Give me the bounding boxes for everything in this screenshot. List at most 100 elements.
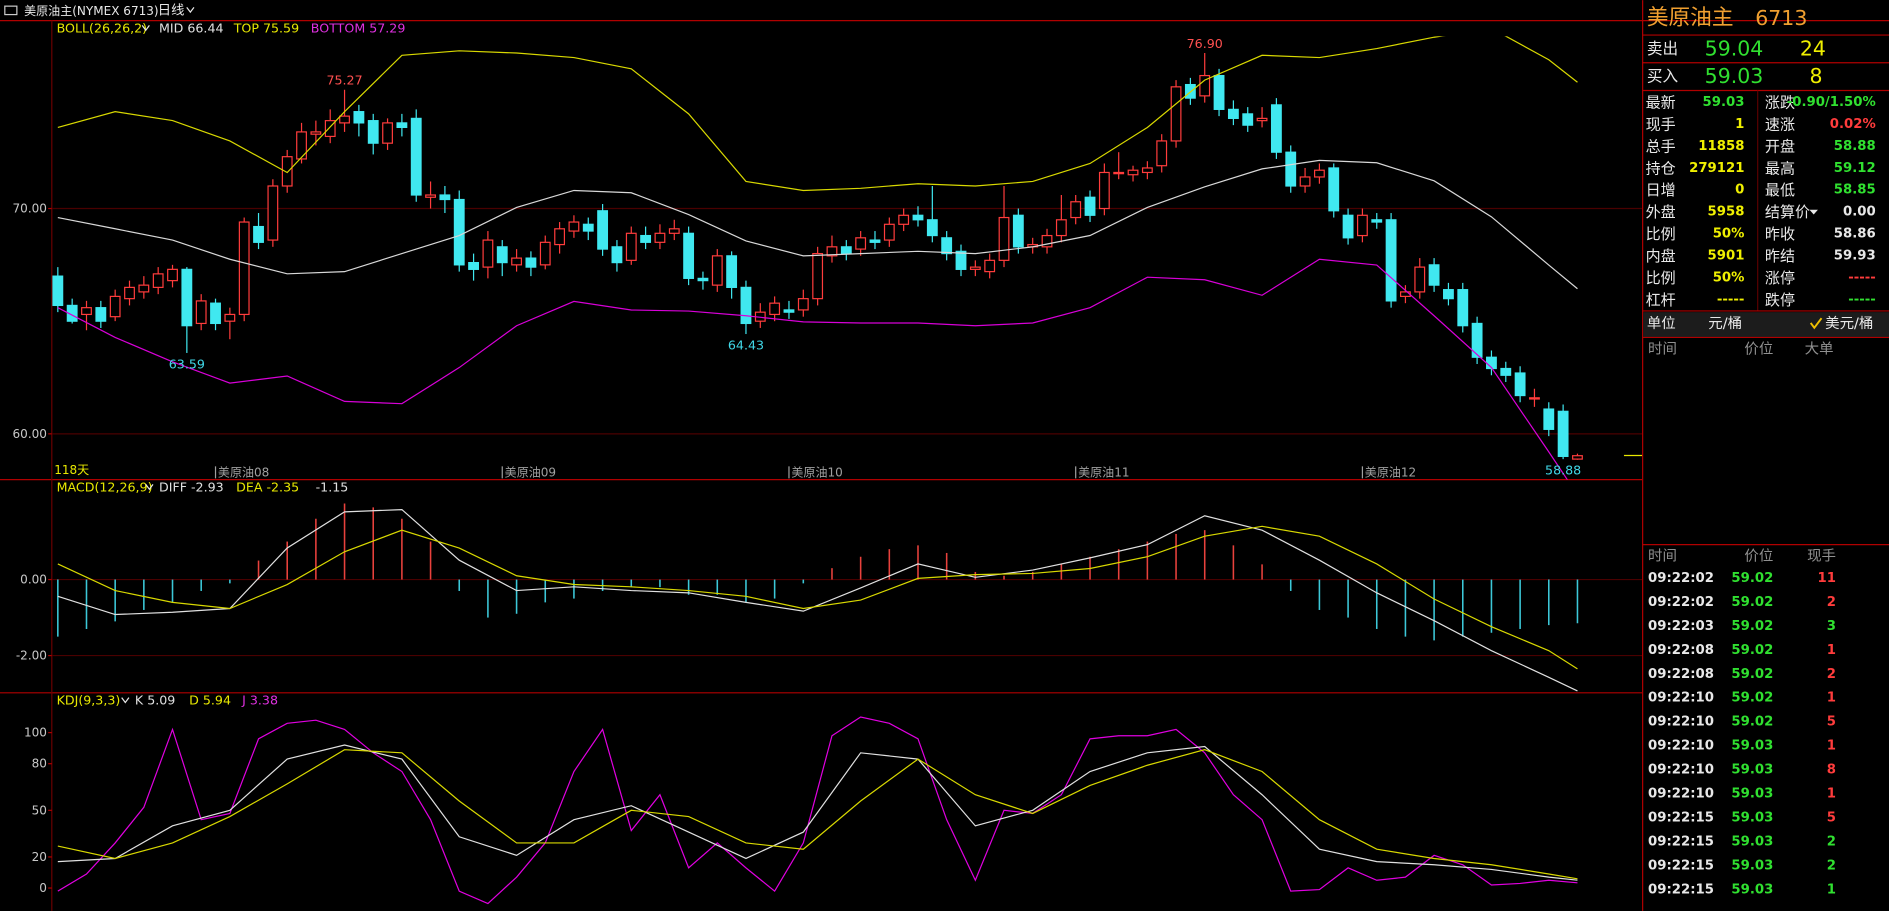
candle-body [1070,201,1082,219]
candle-body [52,275,64,307]
stat-value: 0.02% [1830,117,1876,132]
column-header: 价位 [1744,548,1773,565]
indicator-chevron [141,25,150,32]
extreme-label: 58.88 [1545,462,1581,477]
stat-value: ----- [1717,292,1745,307]
candle-body [812,252,824,300]
unit-option[interactable]: 美元/桶 [1825,315,1873,332]
period-selector[interactable]: 日线 [158,2,185,18]
trade-time: 09:22:02 [1648,571,1714,586]
candle-body [1113,171,1125,175]
candle-body [511,257,523,266]
trade-volume: 5 [1827,811,1836,826]
y-tick-label: 50 [32,803,47,817]
x-tick-label: 美原油11 [1078,465,1129,479]
candle-body [1328,167,1340,212]
indicator-panel: 0.00 -2.00 MACD(12,26,9) DIFF -2.93 DEA -2.3… [16,479,1643,692]
extreme-label: 63.59 [169,356,205,371]
candle-body [539,241,551,266]
candle-body [697,277,709,282]
candle-body [453,198,465,266]
candle-body [855,237,867,250]
candle-body [281,156,293,187]
candle-body [1385,219,1397,302]
stat-label: 昨结 [1765,247,1795,265]
trade-volume: 5 [1827,715,1836,730]
candle-body [1227,108,1239,119]
candle-body [482,239,494,268]
trade-volume: 1 [1827,883,1836,898]
candle-body [668,228,680,234]
candle-body [654,232,666,243]
y-tick-label: -2.00 [16,649,47,663]
candle-body [1141,167,1153,174]
candle-body [1572,455,1583,460]
candle-body [339,115,350,124]
trade-volume: 8 [1827,763,1836,778]
stat-value: -0.90/1.50% [1787,95,1876,110]
stat-value: 50% [1713,227,1745,242]
plot-area [52,36,1583,480]
bar-count: 118天 [54,463,89,477]
candle-body [1313,169,1325,178]
column-header: 时间 [1648,548,1677,565]
indicator-line [57,258,1568,480]
x-tick-label: 美原油08 [218,465,269,479]
trade-price: 59.02 [1731,619,1773,634]
indicator-line [57,508,1578,692]
candle-body [883,223,895,241]
candle-body [210,302,221,325]
stat-label: 持仓 [1646,159,1676,177]
stat-value: 1 [1735,117,1744,132]
trade-price: 59.02 [1731,595,1773,610]
candle-body [554,228,566,246]
stat-label: 外盘 [1646,203,1676,221]
candle-body [1127,169,1139,176]
unit-option[interactable]: 元/桶 [1708,315,1742,332]
candle-body [367,120,379,144]
trade-time: 09:22:02 [1648,595,1714,610]
candle-body [238,221,250,316]
dropdown-arrow[interactable] [1809,209,1818,215]
stat-label: 日增 [1646,181,1676,199]
column-header: 现手 [1807,548,1836,565]
y-tick-label: 70.00 [13,202,47,216]
stat-value: 59.03 [1703,95,1745,110]
candle-body [296,131,307,160]
candle-body [267,185,279,241]
trade-time: 09:22:15 [1648,883,1714,898]
candle-body [1012,214,1024,248]
trade-time: 09:22:15 [1648,859,1714,874]
quote-stats: 最新 59.03 涨跌-0.90/1.50% 现手 1 速涨 0.02% 总手 11858 开盘 5… [1646,94,1876,309]
trade-volume: 1 [1827,643,1836,658]
bid-label: 买入 [1647,67,1679,86]
trade-price: 59.03 [1731,883,1773,898]
trade-volume: 1 [1827,739,1836,754]
indicator-header: TOP 75.59 [233,20,299,35]
plot-area [57,503,1579,692]
candle-body [1529,397,1540,400]
stat-label: 总手 [1646,137,1676,155]
trade-time: 09:22:08 [1648,643,1714,658]
trade-volume: 2 [1827,595,1836,610]
stat-label: 结算价 [1765,203,1810,221]
stat-label: 涨跌 [1765,94,1795,112]
stat-label: 昨收 [1765,225,1795,243]
stat-value: 279121 [1689,161,1744,176]
ask-label: 卖出 [1647,39,1678,58]
trade-price: 59.03 [1731,787,1773,802]
x-tick-label: 美原油12 [1365,465,1416,479]
stat-value: 5901 [1708,248,1745,263]
candle-body [611,246,623,264]
candle-body [1299,176,1311,187]
candle-body [582,223,594,232]
period-chevron[interactable] [186,6,195,14]
candle-body [1055,219,1067,237]
candle-body [926,219,938,237]
trade-time: 09:22:10 [1648,691,1714,706]
bid-price: 59.03 [1705,64,1764,88]
x-tick-label: 美原油10 [791,465,842,479]
candle-body [1557,410,1569,457]
